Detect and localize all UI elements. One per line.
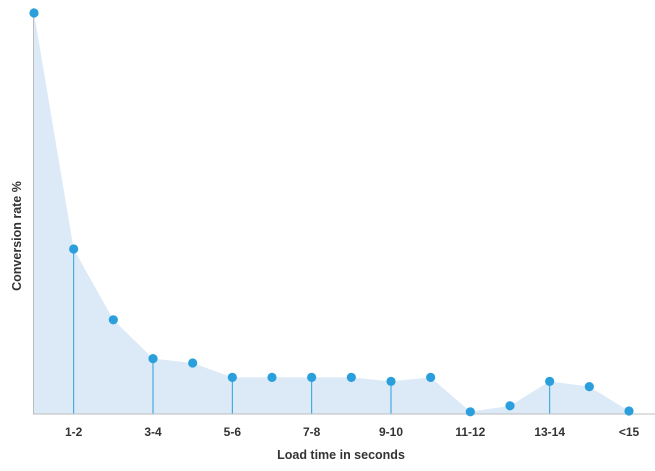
data-point bbox=[148, 354, 158, 364]
x-tick-label: 5-6 bbox=[224, 425, 242, 439]
data-point bbox=[267, 372, 277, 382]
x-tick-label: 13-14 bbox=[534, 425, 565, 439]
marker-layer bbox=[29, 8, 634, 417]
data-point bbox=[188, 358, 198, 368]
series-area bbox=[34, 13, 629, 414]
area-layer bbox=[34, 13, 629, 414]
y-axis-title: Conversion rate % bbox=[10, 181, 24, 291]
data-point bbox=[69, 244, 79, 254]
data-point bbox=[108, 315, 118, 325]
x-tick-label: 11-12 bbox=[455, 425, 485, 439]
x-axis-title: Load time in seconds bbox=[277, 448, 405, 462]
data-point bbox=[465, 407, 475, 417]
x-tick-label: 3-4 bbox=[144, 425, 162, 439]
x-tick-label: 9-10 bbox=[379, 425, 403, 439]
data-point bbox=[29, 8, 39, 18]
data-point bbox=[584, 382, 594, 392]
data-point bbox=[545, 376, 555, 386]
x-tick-label: <15 bbox=[619, 425, 640, 439]
data-point bbox=[346, 372, 356, 382]
drop-line-layer bbox=[73, 249, 551, 414]
x-tick-label: 1-2 bbox=[65, 425, 83, 439]
data-point bbox=[505, 401, 515, 411]
data-point bbox=[386, 376, 396, 386]
data-point bbox=[624, 406, 634, 416]
data-point bbox=[307, 372, 317, 382]
data-point bbox=[227, 372, 237, 382]
x-tick-label: 7-8 bbox=[303, 425, 321, 439]
data-point bbox=[426, 372, 436, 382]
x-tick-layer: 1-2 3-4 5-6 7-8 9-10 11-12 13-14 <15 bbox=[65, 425, 640, 439]
